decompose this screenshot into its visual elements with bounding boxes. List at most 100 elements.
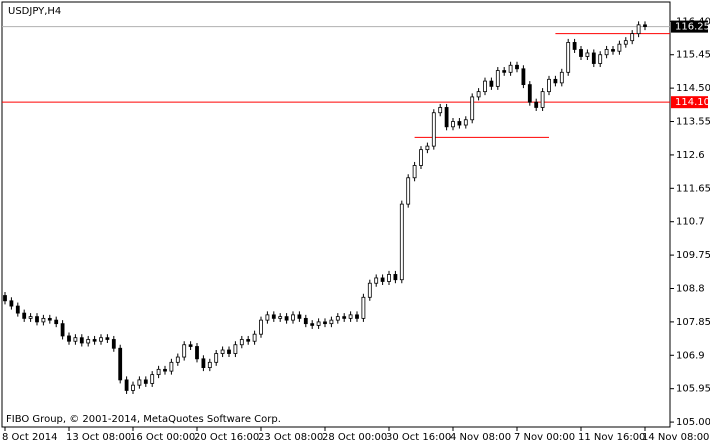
x-tick-label: 14 Nov 08:00 <box>642 432 709 443</box>
candle-body <box>431 112 436 147</box>
candle-body <box>483 80 487 93</box>
x-tick-label: 30 Oct 16:00 <box>386 432 451 443</box>
price-label-box <box>671 20 708 33</box>
candle-body <box>547 78 551 93</box>
candle-body <box>284 316 289 321</box>
candle-body <box>419 149 423 166</box>
candle-body <box>207 361 212 368</box>
candle-body <box>271 314 276 319</box>
x-tick-label: 4 Nov 08:00 <box>450 432 511 443</box>
candle-body <box>297 314 302 319</box>
x-tick-label: 7 Nov 00:00 <box>514 432 575 443</box>
y-tick-label: 107.85 <box>676 317 710 328</box>
candle-body <box>572 42 577 50</box>
candle-body <box>406 177 411 205</box>
candle-body <box>425 145 430 151</box>
candle-body <box>553 78 558 84</box>
candle-body <box>15 305 20 314</box>
candle-body <box>73 337 78 342</box>
candle-body <box>131 384 135 391</box>
candle-body <box>329 319 334 325</box>
y-tick-label: 105.95 <box>676 384 710 395</box>
candle-body <box>316 321 321 326</box>
candle-body <box>9 300 14 307</box>
y-tick-label: 111.65 <box>676 183 710 194</box>
candle-body <box>195 346 199 360</box>
level-label-box <box>671 96 708 109</box>
candle-body <box>489 80 494 87</box>
y-tick-label: 113.55 <box>676 117 710 128</box>
candle-body <box>643 24 647 28</box>
candle-body <box>60 323 65 337</box>
candle-body <box>137 379 142 386</box>
candle-body <box>156 368 161 376</box>
candle-body <box>201 358 206 368</box>
x-tick-label: 16 Oct 00:00 <box>130 432 195 443</box>
candle-body <box>335 316 340 321</box>
candle-body <box>220 349 225 354</box>
candle-body <box>630 33 635 42</box>
candle-body <box>559 71 564 84</box>
y-tick-label: 106.9 <box>676 350 705 361</box>
y-tick-label: 112.6 <box>676 150 705 161</box>
candle-body <box>169 361 174 372</box>
candle-body <box>515 64 519 70</box>
candle-body <box>239 339 244 346</box>
candle-body <box>623 40 628 45</box>
candle-body <box>457 121 462 126</box>
candle-body <box>604 49 609 56</box>
candle-body <box>124 379 129 391</box>
candle-body <box>502 70 507 73</box>
candle-body <box>521 68 526 86</box>
watermark: FIBO Group, © 2001-2014, MetaQuotes Soft… <box>6 414 281 425</box>
candle-body <box>54 319 59 325</box>
candle-body <box>163 368 167 372</box>
candle-body <box>527 84 532 103</box>
candle-body <box>387 274 391 282</box>
x-tick-label: 13 Oct 08:00 <box>66 432 131 443</box>
candle-body <box>22 312 27 319</box>
candle-body <box>111 339 116 349</box>
candle-body <box>35 316 39 323</box>
candle-body <box>348 314 353 319</box>
candle-body <box>252 333 257 342</box>
candle-body <box>476 91 481 98</box>
candle-body <box>188 344 193 347</box>
candle-body <box>374 277 379 284</box>
candle-body <box>291 314 295 321</box>
candle-body <box>508 64 513 73</box>
candle-body <box>323 321 327 325</box>
price-label: 116.25 <box>675 22 710 33</box>
y-tick-label: 110.7 <box>676 217 705 228</box>
candle-body <box>3 295 7 302</box>
x-tick-label: 8 Oct 2014 <box>2 432 57 443</box>
candle-body <box>265 314 270 321</box>
candle-body <box>99 337 103 342</box>
candle-body <box>438 107 443 114</box>
y-tick-label: 108.8 <box>676 283 705 294</box>
candle-body <box>380 277 385 282</box>
candle-body <box>92 339 97 342</box>
candle-body <box>611 49 615 52</box>
candle-body <box>227 349 231 354</box>
candle-body <box>278 316 283 319</box>
x-tick-label: 11 Nov 16:00 <box>578 432 645 443</box>
candle-body <box>259 319 263 335</box>
candle-body <box>598 54 603 64</box>
chart-title: USDJPY,H4 <box>8 6 61 17</box>
candle-body <box>79 337 84 344</box>
x-tick-label: 28 Oct 00:00 <box>322 432 387 443</box>
candle-body <box>495 70 500 87</box>
candle-body <box>67 335 71 342</box>
y-tick-label: 105.00 <box>676 417 710 428</box>
x-tick-label: 20 Oct 16:00 <box>194 432 259 443</box>
candle-body <box>540 91 545 108</box>
candle-body <box>86 339 91 344</box>
candle-body <box>361 296 366 319</box>
candle-body <box>118 347 123 381</box>
candle-body <box>175 356 180 363</box>
candle-body <box>150 374 155 384</box>
candle-body <box>393 274 398 281</box>
